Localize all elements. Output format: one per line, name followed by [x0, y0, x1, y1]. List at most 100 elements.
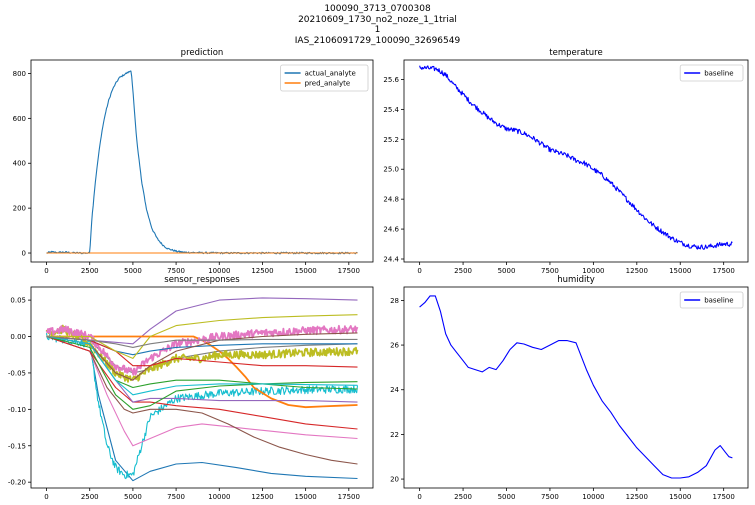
sensor_responses-xtick: 15000: [294, 488, 317, 501]
suptitle-line-1: 100090_3713_0700308: [324, 4, 431, 14]
svg-text:12500: 12500: [626, 493, 648, 501]
sensor_responses-axes-frame: [30, 286, 374, 489]
prediction-xtick: 15000: [294, 262, 317, 275]
sensor_responses-series-16: [46, 314, 358, 359]
sensor_responses-ytick: -0.05: [8, 369, 31, 377]
humidity-xtick: 0: [417, 488, 422, 501]
svg-text:-0.15: -0.15: [8, 442, 26, 450]
temperature-ytick: 24.4: [383, 256, 404, 264]
svg-text:12500: 12500: [251, 267, 273, 275]
prediction-ytick: 200: [13, 205, 31, 213]
temperature-xtick: 5000: [498, 262, 516, 275]
svg-text:12500: 12500: [251, 493, 273, 501]
sensor_responses-xtick: 2500: [81, 488, 99, 501]
prediction-xtick: 0: [44, 262, 49, 275]
sensor_responses-ytick: 0.05: [10, 297, 31, 305]
prediction-axes-frame: [30, 59, 374, 263]
svg-text:24: 24: [390, 386, 399, 394]
temperature-series-group: [419, 65, 733, 250]
humidity-series-group: [419, 295, 733, 479]
temperature-ytick: 25.4: [383, 106, 404, 114]
sensor_responses-ytick: -0.20: [8, 479, 31, 487]
svg-text:-0.20: -0.20: [8, 479, 26, 487]
svg-text:17500: 17500: [338, 267, 360, 275]
svg-text:7500: 7500: [541, 267, 559, 275]
sensor_responses-series-3: [46, 335, 358, 447]
svg-text:17500: 17500: [338, 493, 360, 501]
svg-text:2500: 2500: [81, 493, 99, 501]
svg-text:baseline: baseline: [704, 297, 733, 305]
temperature-ytick: 25.0: [383, 166, 404, 174]
svg-text:0: 0: [22, 250, 26, 258]
svg-text:26: 26: [390, 342, 399, 350]
sensor_responses-xtick: 5000: [124, 488, 142, 501]
temperature-xtick: 15000: [669, 262, 691, 275]
humidity-ytick: 20: [390, 476, 404, 484]
svg-text:0: 0: [417, 267, 421, 275]
sensor_responses-ytick: -0.15: [8, 442, 31, 450]
svg-text:15000: 15000: [294, 493, 316, 501]
svg-text:0: 0: [44, 267, 48, 275]
svg-text:2500: 2500: [81, 267, 99, 275]
temperature-ytick: 24.6: [383, 226, 404, 234]
temperature-xtick: 12500: [626, 262, 648, 275]
svg-text:25.6: 25.6: [383, 76, 399, 84]
temperature-title: temperature: [549, 48, 602, 58]
sensor_responses-series-0: [46, 297, 358, 345]
svg-text:actual_analyte: actual_analyte: [305, 70, 356, 78]
temperature-legend-entry: baseline: [684, 70, 734, 78]
svg-text:10000: 10000: [582, 493, 604, 501]
sensor_responses-xtick: 17500: [338, 488, 360, 501]
svg-text:2500: 2500: [454, 493, 472, 501]
svg-text:5000: 5000: [498, 267, 516, 275]
sensor_responses-series-17: [46, 335, 358, 396]
humidity-xtick: 15000: [669, 488, 691, 501]
svg-text:7500: 7500: [541, 493, 559, 501]
svg-text:2500: 2500: [454, 267, 472, 275]
suptitle-line-4: IAS_2106091729_100090_32696549: [294, 35, 461, 46]
humidity-xtick: 12500: [626, 488, 648, 501]
prediction-legend: actual_analyte pred_analyte: [280, 64, 369, 92]
prediction-legend-entry: actual_analyte: [284, 70, 356, 78]
svg-text:5000: 5000: [124, 493, 142, 501]
prediction-series-0: [46, 70, 358, 255]
svg-text:baseline: baseline: [704, 70, 733, 78]
svg-text:0: 0: [44, 493, 48, 501]
svg-text:5000: 5000: [498, 493, 516, 501]
humidity-legend-entry: baseline: [684, 297, 734, 305]
temperature-ytick: 24.8: [383, 196, 404, 204]
temperature-xtick: 17500: [713, 262, 735, 275]
humidity-xtick: 7500: [541, 488, 559, 501]
sensor_responses-series-18: [46, 335, 358, 348]
sensor_responses-series-4: [46, 335, 358, 465]
prediction-xtick: 7500: [167, 262, 185, 275]
humidity-axes-frame: [403, 286, 749, 489]
humidity-xtick: 2500: [454, 488, 472, 501]
svg-text:600: 600: [13, 115, 26, 123]
sensor_responses-series-5: [46, 335, 358, 430]
humidity-title: humidity: [557, 275, 595, 285]
temperature-legend: baseline: [679, 64, 744, 82]
svg-text:0.05: 0.05: [10, 297, 26, 305]
svg-text:17500: 17500: [713, 493, 735, 501]
temperature-ytick: 25.2: [383, 136, 404, 144]
prediction-panel: prediction 0 2500 5000 7500 10000 12500 15000 17…: [13, 48, 374, 275]
sensor_responses-series-group: [45, 297, 359, 482]
figure-suptitle: 100090_3713_0700308 20210609_1730_no2_no…: [0, 4, 755, 46]
humidity-xtick: 5000: [498, 488, 516, 501]
svg-text:25.0: 25.0: [383, 166, 399, 174]
svg-text:200: 200: [13, 205, 26, 213]
humidity-ytick: 28: [390, 297, 404, 305]
humidity-ytick: 26: [390, 342, 404, 350]
humidity-legend: baseline: [679, 291, 744, 309]
prediction-legend-entry: pred_analyte: [284, 80, 350, 88]
prediction-xtick: 10000: [208, 262, 230, 275]
prediction-ytick: 800: [13, 70, 31, 78]
sensor_responses-xtick: 12500: [251, 488, 274, 501]
temperature-axes-frame: [403, 59, 749, 263]
sensor_responses-series-14: [46, 335, 358, 410]
sensor_responses-series-2: [45, 332, 359, 480]
prediction-ytick: 0: [22, 250, 31, 258]
sensor_responses-series-1: [46, 335, 358, 482]
